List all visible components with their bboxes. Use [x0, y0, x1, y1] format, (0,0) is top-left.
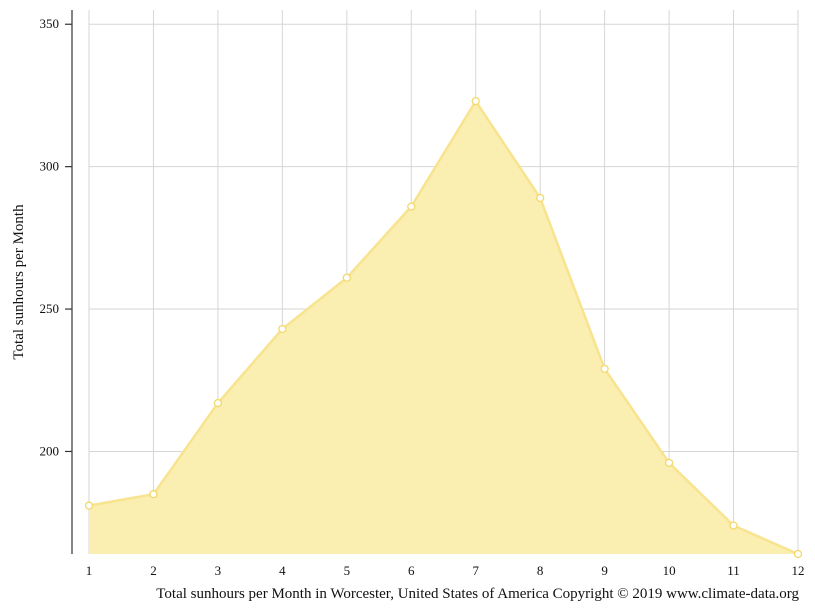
- data-points: [84, 96, 803, 559]
- x-tick-label: 5: [344, 563, 351, 578]
- data-point-8: [536, 193, 545, 203]
- x-tick-label: 3: [215, 563, 222, 578]
- area-series: [88, 99, 799, 556]
- data-point-10: [664, 458, 674, 468]
- data-point-3: [213, 398, 223, 408]
- x-tick-label: 8: [537, 563, 544, 578]
- x-tick-label: 6: [408, 563, 415, 578]
- data-point-6: [407, 202, 416, 211]
- x-tick-label: 11: [727, 563, 740, 578]
- data-point-9: [600, 364, 609, 374]
- chart-caption: Total sunhours per Month in Worcester, U…: [156, 586, 799, 602]
- x-tick-label: 10: [663, 563, 676, 578]
- x-tick-label: 12: [792, 563, 805, 578]
- x-tick-label: 9: [601, 563, 608, 578]
- data-point-12: [793, 549, 803, 559]
- y-tick-label: 200: [40, 443, 60, 458]
- y-tick-label: 250: [40, 301, 60, 316]
- data-point-7: [471, 96, 480, 106]
- data-point-2: [149, 490, 158, 499]
- x-tick-label: 2: [150, 563, 157, 578]
- x-tick-label: 4: [279, 563, 286, 578]
- y-tick-label: 300: [40, 159, 60, 174]
- y-axis-title: Total sunhours per Month: [11, 204, 27, 360]
- y-tick-label: 350: [40, 16, 60, 31]
- area-fill: [89, 101, 798, 555]
- data-point-4: [278, 324, 287, 334]
- series-line: [88, 99, 799, 556]
- x-tick-label: 7: [472, 563, 479, 578]
- x-tick-label: 1: [86, 563, 93, 578]
- data-point-5: [342, 273, 351, 282]
- data-point-1: [84, 501, 94, 510]
- data-point-11: [729, 521, 738, 530]
